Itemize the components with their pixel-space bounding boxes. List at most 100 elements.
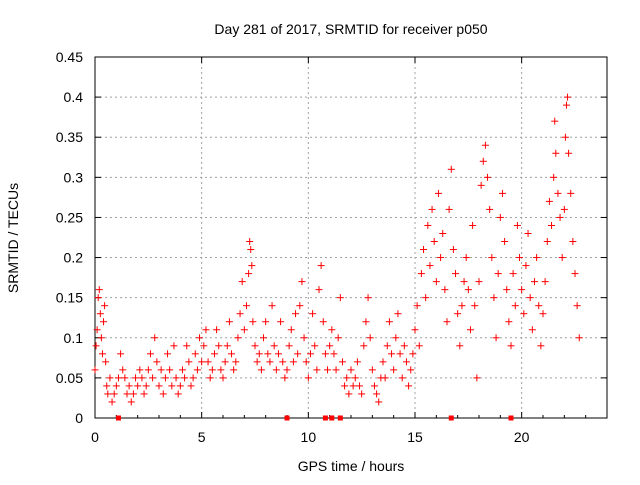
data-point-127 [345, 390, 353, 398]
data-point-167 [430, 238, 438, 246]
x-tick-label-2: 10 [301, 429, 317, 445]
data-point-234 [567, 189, 575, 197]
data-point-135 [362, 318, 370, 326]
y-tick-label-9: 0.45 [56, 49, 83, 65]
data-point-72 [232, 358, 240, 366]
data-point-216 [535, 302, 543, 310]
data-point-65 [217, 366, 225, 374]
data-point-157 [409, 350, 417, 358]
data-point-15 [110, 390, 118, 398]
data-point-4 [95, 286, 103, 294]
data-points [91, 93, 583, 421]
data-point-225 [552, 149, 560, 157]
data-point-224 [551, 117, 559, 125]
data-point-116 [321, 350, 329, 358]
data-point-5 [96, 310, 104, 318]
data-point-223 [550, 173, 558, 181]
data-point-82 [249, 318, 257, 326]
data-point-229 [560, 205, 568, 213]
data-point-79 [246, 238, 254, 246]
data-point-160 [415, 342, 423, 350]
data-point-202 [505, 318, 513, 326]
data-point-44 [172, 374, 180, 382]
data-point-162 [420, 246, 428, 254]
baseline-point-2 [322, 415, 328, 421]
data-point-199 [498, 189, 506, 197]
data-point-196 [492, 334, 500, 342]
data-point-191 [481, 141, 489, 149]
data-point-185 [469, 221, 477, 229]
data-point-203 [507, 342, 515, 350]
data-point-59 [204, 358, 212, 366]
data-point-37 [157, 366, 165, 374]
data-point-66 [219, 374, 227, 382]
data-point-230 [561, 133, 569, 141]
data-point-126 [343, 374, 351, 382]
data-point-102 [292, 310, 300, 318]
data-point-186 [471, 302, 479, 310]
data-point-175 [447, 165, 455, 173]
data-point-80 [247, 246, 255, 254]
data-point-26 [134, 382, 142, 390]
data-point-120 [330, 350, 338, 358]
data-point-154 [402, 358, 410, 366]
data-point-51 [187, 382, 195, 390]
data-point-144 [381, 374, 389, 382]
y-tick-label-4: 0.2 [64, 250, 84, 266]
data-point-24 [129, 390, 137, 398]
data-point-10 [102, 358, 110, 366]
data-point-137 [366, 334, 374, 342]
data-point-32 [146, 350, 154, 358]
data-point-22 [125, 382, 133, 390]
y-tick-label-0: 0 [75, 410, 83, 426]
data-point-115 [319, 318, 327, 326]
data-point-235 [569, 238, 577, 246]
data-point-121 [332, 366, 340, 374]
y-tick-label-1: 0.05 [56, 370, 83, 386]
data-point-236 [571, 270, 579, 278]
data-point-226 [554, 189, 562, 197]
data-point-141 [375, 398, 383, 406]
data-point-91 [268, 302, 276, 310]
data-point-9 [101, 302, 109, 310]
data-point-123 [336, 294, 344, 302]
data-point-101 [289, 358, 297, 366]
data-point-89 [264, 350, 272, 358]
data-point-77 [242, 302, 250, 310]
x-tick-label-0: 0 [91, 429, 99, 445]
data-point-106 [300, 334, 308, 342]
data-point-21 [123, 390, 131, 398]
data-point-2 [93, 326, 101, 334]
data-point-237 [573, 302, 581, 310]
y-tick-label-3: 0.15 [56, 290, 83, 306]
baseline-point-0 [115, 415, 121, 421]
data-point-231 [562, 101, 570, 109]
data-point-180 [458, 302, 466, 310]
data-point-161 [417, 270, 425, 278]
data-point-31 [144, 366, 152, 374]
data-point-0 [91, 366, 99, 374]
data-point-39 [161, 374, 169, 382]
data-point-119 [328, 326, 336, 334]
data-point-71 [230, 366, 238, 374]
data-point-35 [153, 358, 161, 366]
data-point-187 [473, 374, 481, 382]
data-point-113 [315, 286, 323, 294]
data-point-92 [270, 342, 278, 350]
data-point-170 [437, 254, 445, 262]
data-point-221 [545, 197, 553, 205]
data-point-34 [151, 334, 159, 342]
data-point-128 [347, 366, 355, 374]
data-point-55 [196, 334, 204, 342]
data-point-176 [449, 246, 457, 254]
data-point-189 [477, 181, 485, 189]
data-point-118 [326, 342, 334, 350]
data-point-214 [530, 278, 538, 286]
data-point-50 [185, 358, 193, 366]
data-point-228 [558, 254, 566, 262]
data-point-222 [548, 221, 556, 229]
data-point-88 [262, 318, 270, 326]
data-point-28 [138, 374, 146, 382]
data-point-200 [501, 238, 509, 246]
